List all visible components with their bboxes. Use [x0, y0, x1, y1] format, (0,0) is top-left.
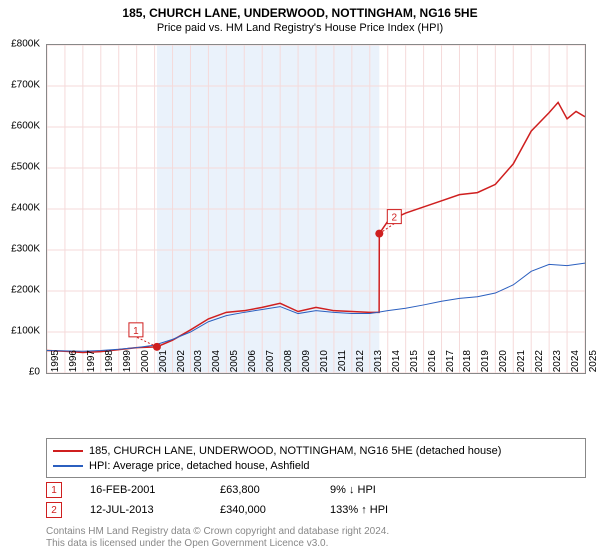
x-axis-label: 2003 [193, 350, 204, 380]
x-axis-label: 2017 [445, 350, 456, 380]
x-axis-label: 1997 [86, 350, 97, 380]
y-axis-label: £200K [11, 285, 40, 296]
x-axis-label: 2010 [319, 350, 330, 380]
x-axis-label: 2007 [265, 350, 276, 380]
sale-delta: 9% ↓ HPI [330, 484, 376, 496]
legend-row: HPI: Average price, detached house, Ashf… [53, 458, 579, 473]
x-axis-label: 2021 [516, 350, 527, 380]
x-axis-label: 1995 [50, 350, 61, 380]
sale-price: £340,000 [220, 504, 330, 516]
legend: 185, CHURCH LANE, UNDERWOOD, NOTTINGHAM,… [46, 438, 586, 478]
sale-row: 1 16-FEB-2001£63,8009% ↓ HPI [46, 482, 586, 498]
legend-label: HPI: Average price, detached house, Ashf… [89, 460, 310, 472]
sale-price: £63,800 [220, 484, 330, 496]
svg-text:2: 2 [392, 213, 398, 224]
x-axis-label: 2000 [140, 350, 151, 380]
chart: 12 £0£100K£200K£300K£400K£500K£600K£700K… [46, 44, 586, 404]
y-axis-label: £400K [11, 203, 40, 214]
x-axis-label: 2008 [283, 350, 294, 380]
x-axis-label: 2012 [355, 350, 366, 380]
x-axis-label: 2011 [337, 350, 348, 380]
y-axis-label: £500K [11, 162, 40, 173]
sale-date: 12-JUL-2013 [90, 504, 220, 516]
x-axis-label: 1996 [68, 350, 79, 380]
legend-label: 185, CHURCH LANE, UNDERWOOD, NOTTINGHAM,… [89, 445, 501, 457]
y-axis-label: £800K [11, 39, 40, 50]
x-axis-label: 2005 [229, 350, 240, 380]
y-axis-label: £300K [11, 244, 40, 255]
x-axis-label: 2013 [373, 350, 384, 380]
x-axis-label: 2001 [158, 350, 169, 380]
x-axis-label: 2014 [391, 350, 402, 380]
y-axis-label: £100K [11, 326, 40, 337]
x-axis-label: 2006 [247, 350, 258, 380]
sale-date: 16-FEB-2001 [90, 484, 220, 496]
x-axis-label: 2022 [534, 350, 545, 380]
x-axis-label: 2018 [462, 350, 473, 380]
page-subtitle: Price paid vs. HM Land Registry's House … [0, 20, 600, 38]
x-axis-label: 2023 [552, 350, 563, 380]
plot-area: 12 [46, 44, 586, 374]
footnote-1: Contains HM Land Registry data © Crown c… [46, 526, 389, 537]
x-axis-label: 1999 [122, 350, 133, 380]
x-axis-label: 1998 [104, 350, 115, 380]
sale-row: 2 12-JUL-2013£340,000133% ↑ HPI [46, 502, 586, 518]
plot-svg: 12 [47, 45, 585, 373]
x-axis-label: 2020 [498, 350, 509, 380]
legend-swatch [53, 450, 83, 452]
y-axis-label: £0 [29, 367, 40, 378]
x-axis-label: 2009 [301, 350, 312, 380]
footnote-2: This data is licensed under the Open Gov… [46, 538, 328, 549]
x-axis-label: 2025 [588, 350, 599, 380]
sale-marker-icon: 1 [46, 482, 62, 498]
x-axis-label: 2015 [409, 350, 420, 380]
x-axis-label: 2024 [570, 350, 581, 380]
y-axis-label: £700K [11, 80, 40, 91]
x-axis-label: 2002 [176, 350, 187, 380]
legend-swatch [53, 465, 83, 467]
x-axis-label: 2016 [427, 350, 438, 380]
svg-text:1: 1 [133, 326, 139, 337]
legend-row: 185, CHURCH LANE, UNDERWOOD, NOTTINGHAM,… [53, 443, 579, 458]
sale-marker-icon: 2 [46, 502, 62, 518]
y-axis-label: £600K [11, 121, 40, 132]
sale-delta: 133% ↑ HPI [330, 504, 388, 516]
page-title: 185, CHURCH LANE, UNDERWOOD, NOTTINGHAM,… [0, 0, 600, 20]
x-axis-label: 2004 [211, 350, 222, 380]
x-axis-label: 2019 [480, 350, 491, 380]
